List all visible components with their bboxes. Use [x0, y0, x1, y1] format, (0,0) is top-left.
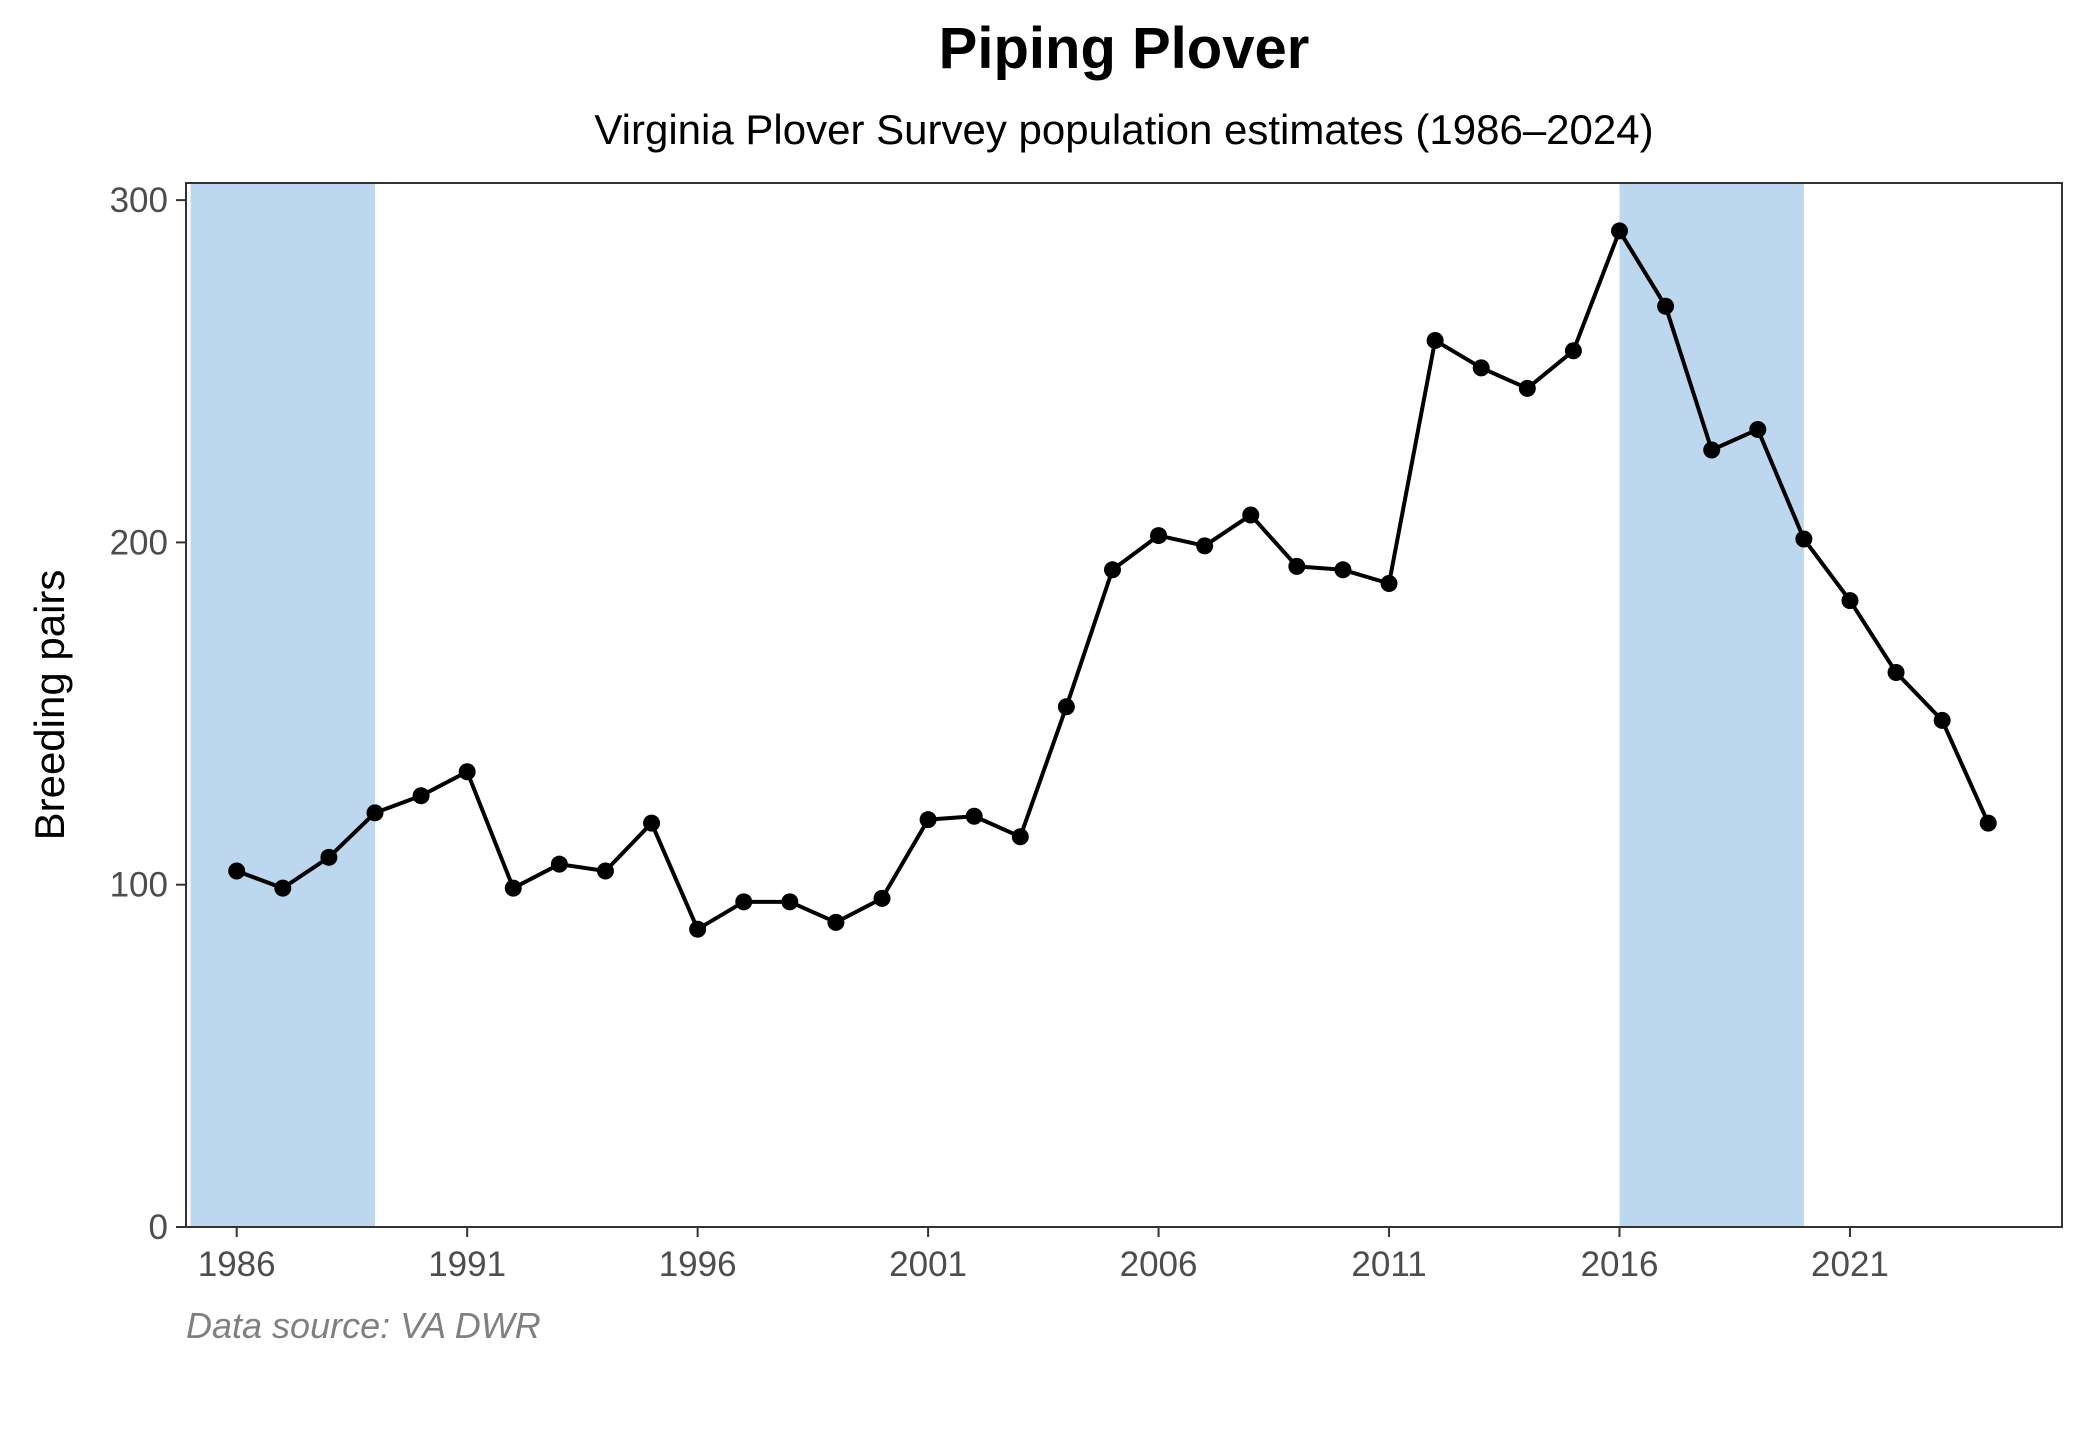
data-point-2017: [1657, 297, 1675, 315]
highlight-band-2: [1619, 183, 1804, 1227]
data-points: [228, 222, 1997, 938]
data-point-1999: [827, 913, 845, 931]
data-point-2024: [1979, 814, 1997, 832]
data-point-2018: [1703, 441, 1721, 459]
data-point-2012: [1426, 331, 1444, 349]
data-point-1987: [274, 879, 292, 897]
chart-title: Piping Plover: [939, 16, 1310, 81]
chart-caption: Data source: VA DWR: [186, 1305, 541, 1346]
x-tick-label: 2011: [1351, 1245, 1426, 1284]
data-point-1995: [643, 814, 661, 832]
data-point-1998: [781, 893, 799, 911]
data-point-2004: [1057, 698, 1075, 716]
y-axis: 0 100 200 300: [110, 181, 186, 1247]
data-point-1994: [596, 862, 614, 880]
data-point-1997: [735, 893, 753, 911]
data-point-2002: [965, 807, 983, 825]
x-tick-label: 1996: [659, 1245, 737, 1284]
data-point-2006: [1150, 527, 1168, 545]
data-point-2010: [1334, 561, 1352, 579]
data-point-2014: [1518, 379, 1536, 397]
data-point-1991: [458, 763, 476, 781]
data-point-2005: [1103, 561, 1121, 579]
data-point-2016: [1611, 222, 1629, 240]
data-point-2019: [1749, 420, 1767, 438]
data-point-2015: [1564, 342, 1582, 360]
x-tick-label: 1986: [198, 1245, 276, 1284]
data-point-1989: [366, 804, 384, 822]
highlight-band-1: [190, 183, 375, 1227]
x-tick-label: 2001: [889, 1245, 967, 1284]
data-point-2013: [1472, 359, 1490, 377]
highlight-bands: [190, 183, 1804, 1227]
data-point-1992: [504, 879, 522, 897]
data-point-2021: [1841, 592, 1859, 610]
data-point-2008: [1242, 506, 1260, 524]
y-tick-label: 100: [110, 866, 168, 905]
data-point-1986: [228, 862, 246, 880]
data-point-1996: [689, 920, 707, 938]
data-point-1990: [412, 787, 430, 805]
x-axis: 1986 1991 1996 2001 2006 2011 2016 2021: [198, 1227, 1889, 1284]
x-tick-label: 1991: [428, 1245, 506, 1284]
data-point-2000: [873, 889, 891, 907]
x-tick-label: 2016: [1581, 1245, 1659, 1284]
y-tick-label: 300: [110, 181, 168, 220]
data-point-2023: [1933, 711, 1951, 729]
x-tick-label: 2006: [1120, 1245, 1198, 1284]
data-point-2009: [1288, 557, 1306, 575]
x-tick-label: 2021: [1811, 1245, 1889, 1284]
data-point-1988: [320, 848, 338, 866]
chart-subtitle: Virginia Plover Survey population estima…: [594, 106, 1653, 153]
data-point-2011: [1380, 574, 1398, 592]
plot-panel-border: [185, 182, 2063, 1228]
data-point-2020: [1795, 530, 1813, 548]
data-point-2003: [1011, 828, 1029, 846]
data-point-2022: [1887, 663, 1905, 681]
data-point-1993: [550, 855, 568, 873]
y-tick-label: 200: [110, 523, 168, 562]
y-axis-title: Breeding pairs: [26, 570, 73, 841]
data-point-2001: [919, 811, 937, 829]
y-tick-label: 0: [149, 1208, 168, 1247]
data-point-2007: [1196, 537, 1214, 555]
